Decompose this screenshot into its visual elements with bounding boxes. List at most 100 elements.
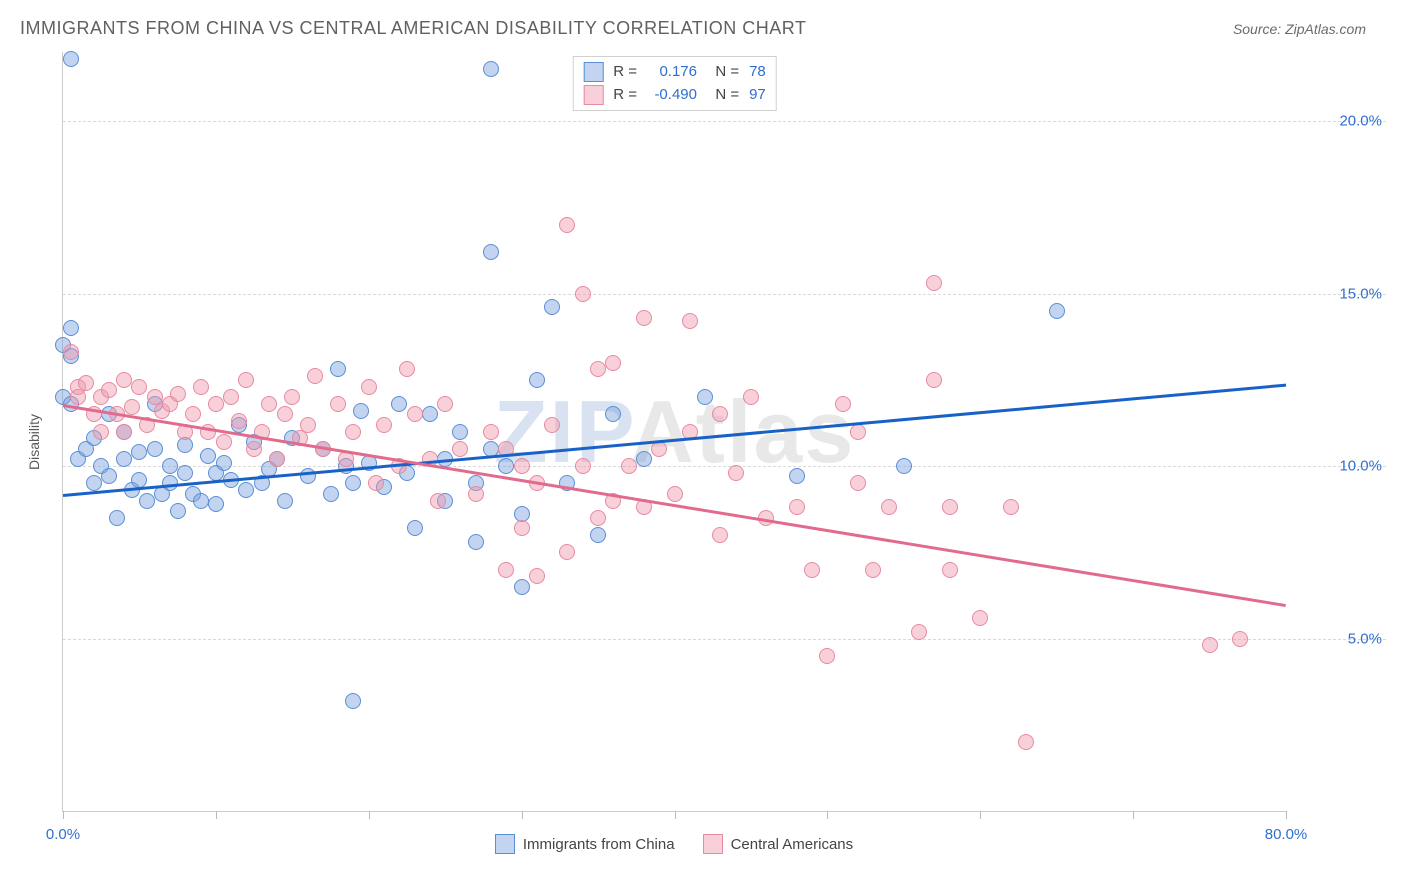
title-row: IMMIGRANTS FROM CHINA VS CENTRAL AMERICA…: [0, 0, 1406, 47]
scatter-point: [238, 482, 254, 498]
scatter-point: [514, 458, 530, 474]
stat-n-value: 78: [745, 61, 766, 84]
scatter-point: [300, 417, 316, 433]
scatter-point: [131, 472, 147, 488]
scatter-point: [170, 386, 186, 402]
chart-title: IMMIGRANTS FROM CHINA VS CENTRAL AMERICA…: [20, 18, 806, 39]
scatter-point: [972, 610, 988, 626]
scatter-point: [78, 375, 94, 391]
scatter-point: [452, 424, 468, 440]
scatter-point: [193, 379, 209, 395]
scatter-point: [437, 396, 453, 412]
scatter-point: [544, 417, 560, 433]
x-tick: [1286, 811, 1287, 819]
scatter-point: [208, 396, 224, 412]
scatter-point: [621, 458, 637, 474]
scatter-point: [200, 448, 216, 464]
legend-swatch: [703, 834, 723, 854]
scatter-point: [422, 406, 438, 422]
scatter-point: [399, 361, 415, 377]
scatter-point: [835, 396, 851, 412]
scatter-point: [284, 389, 300, 405]
x-tick: [369, 811, 370, 819]
scatter-point: [109, 510, 125, 526]
stats-row: R =0.176 N =78: [583, 61, 766, 84]
scatter-point: [124, 399, 140, 415]
scatter-point: [407, 406, 423, 422]
scatter-point: [911, 624, 927, 640]
scatter-point: [139, 493, 155, 509]
scatter-point: [636, 451, 652, 467]
scatter-point: [942, 499, 958, 515]
scatter-point: [177, 437, 193, 453]
scatter-point: [896, 458, 912, 474]
scatter-point: [86, 475, 102, 491]
scatter-point: [712, 527, 728, 543]
scatter-point: [63, 344, 79, 360]
scatter-point: [590, 510, 606, 526]
scatter-point: [116, 372, 132, 388]
scatter-point: [261, 396, 277, 412]
scatter-point: [330, 361, 346, 377]
series-swatch: [583, 85, 603, 105]
scatter-point: [93, 424, 109, 440]
scatter-point: [942, 562, 958, 578]
scatter-point: [529, 372, 545, 388]
x-tick: [522, 811, 523, 819]
page: IMMIGRANTS FROM CHINA VS CENTRAL AMERICA…: [0, 0, 1406, 892]
y-axis-label: Disability: [26, 414, 42, 470]
scatter-point: [208, 496, 224, 512]
scatter-point: [353, 403, 369, 419]
scatter-point: [246, 441, 262, 457]
scatter-point: [345, 475, 361, 491]
scatter-point: [743, 389, 759, 405]
legend-bottom: Immigrants from ChinaCentral Americans: [62, 834, 1286, 854]
scatter-point: [789, 499, 805, 515]
scatter-point: [70, 389, 86, 405]
y-tick-label: 20.0%: [1294, 113, 1382, 130]
scatter-point: [430, 493, 446, 509]
scatter-point: [682, 313, 698, 329]
scatter-point: [636, 310, 652, 326]
scatter-point: [559, 544, 575, 560]
plot-area: ZIPAtlas R =0.176 N =78R =-0.490 N =97 5…: [62, 52, 1286, 812]
scatter-point: [926, 275, 942, 291]
scatter-point: [407, 520, 423, 536]
scatter-point: [728, 465, 744, 481]
legend-label: Central Americans: [731, 836, 854, 853]
scatter-point: [162, 458, 178, 474]
scatter-point: [63, 320, 79, 336]
scatter-point: [361, 379, 377, 395]
scatter-point: [376, 417, 392, 433]
x-tick: [827, 811, 828, 819]
x-tick: [1133, 811, 1134, 819]
gridline-h: [63, 294, 1386, 295]
scatter-point: [575, 286, 591, 302]
scatter-point: [170, 503, 186, 519]
scatter-point: [667, 486, 683, 502]
scatter-point: [468, 486, 484, 502]
scatter-point: [147, 441, 163, 457]
scatter-point: [590, 527, 606, 543]
scatter-point: [307, 368, 323, 384]
scatter-point: [101, 468, 117, 484]
stat-r-value: 0.176: [643, 61, 697, 84]
y-tick-label: 5.0%: [1294, 630, 1382, 647]
x-tick: [63, 811, 64, 819]
stat-r-label: R =: [609, 84, 637, 107]
stat-n-label: N =: [703, 61, 739, 84]
gridline-h: [63, 639, 1386, 640]
trend-line: [63, 404, 1286, 607]
stat-n-label: N =: [703, 84, 739, 107]
scatter-point: [498, 458, 514, 474]
scatter-point: [391, 396, 407, 412]
scatter-point: [697, 389, 713, 405]
stat-r-value: -0.490: [643, 84, 697, 107]
scatter-point: [575, 458, 591, 474]
scatter-point: [1232, 631, 1248, 647]
scatter-point: [468, 534, 484, 550]
gridline-h: [63, 121, 1386, 122]
scatter-point: [452, 441, 468, 457]
scatter-point: [850, 424, 866, 440]
scatter-point: [63, 51, 79, 67]
